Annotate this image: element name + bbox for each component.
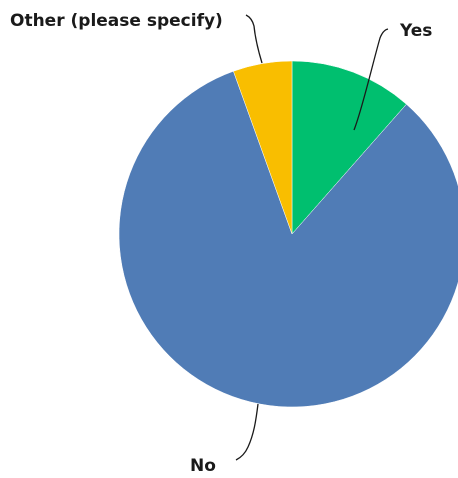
slice-labels: Yes No Other (please specify) xyxy=(10,11,432,476)
leader-lines xyxy=(235,14,389,461)
pie-slice-yes xyxy=(291,60,407,235)
pie-slice-no xyxy=(118,70,458,408)
slice-label-yes: Yes xyxy=(399,21,432,41)
slice-label-no: No xyxy=(190,456,216,476)
leader-line-other xyxy=(245,14,263,64)
leader-line-yes xyxy=(353,28,389,131)
slice-label-other: Other (please specify) xyxy=(10,11,223,31)
pie-slice-other xyxy=(233,60,293,235)
pie-slices xyxy=(118,60,458,408)
leader-line-no xyxy=(235,403,259,461)
